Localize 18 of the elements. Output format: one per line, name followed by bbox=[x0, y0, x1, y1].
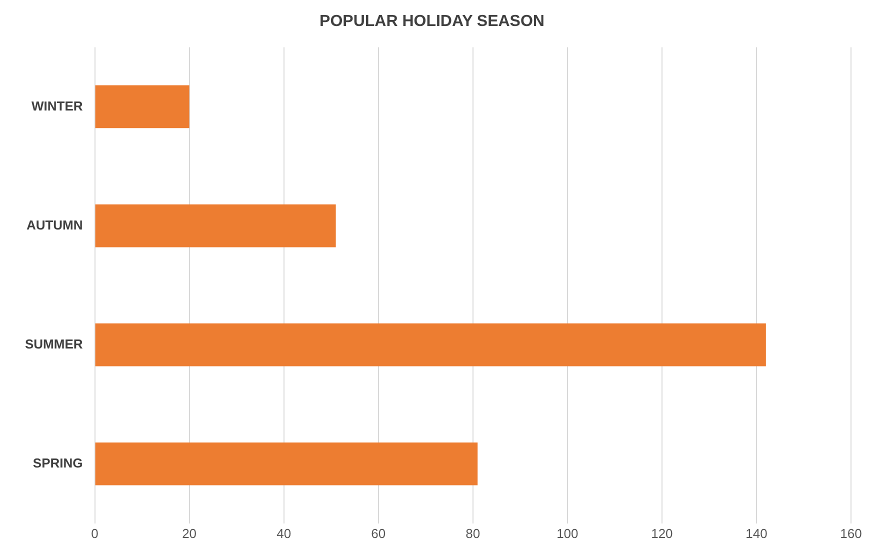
x-tick-label: 160 bbox=[840, 526, 862, 541]
y-tick-label: AUTUMN bbox=[26, 217, 83, 232]
x-tick-label: 100 bbox=[556, 526, 578, 541]
bar bbox=[95, 323, 766, 366]
bar bbox=[95, 85, 190, 128]
x-tick-label: 80 bbox=[466, 526, 480, 541]
x-tick-label: 20 bbox=[182, 526, 197, 541]
x-tick-label: 40 bbox=[276, 526, 292, 541]
x-tick-label: 0 bbox=[91, 526, 98, 541]
bar bbox=[95, 204, 336, 248]
x-tick-label: 120 bbox=[651, 526, 673, 541]
y-tick-label: SUMMER bbox=[24, 336, 84, 352]
y-tick-label: WINTER bbox=[31, 98, 84, 114]
bar bbox=[95, 442, 478, 486]
chart-title: POPULAR HOLIDAY SEASON bbox=[320, 13, 544, 30]
y-tick-label: SPRING bbox=[32, 455, 83, 470]
x-tick-label: 140 bbox=[746, 526, 768, 541]
x-tick-label: 60 bbox=[371, 526, 386, 541]
